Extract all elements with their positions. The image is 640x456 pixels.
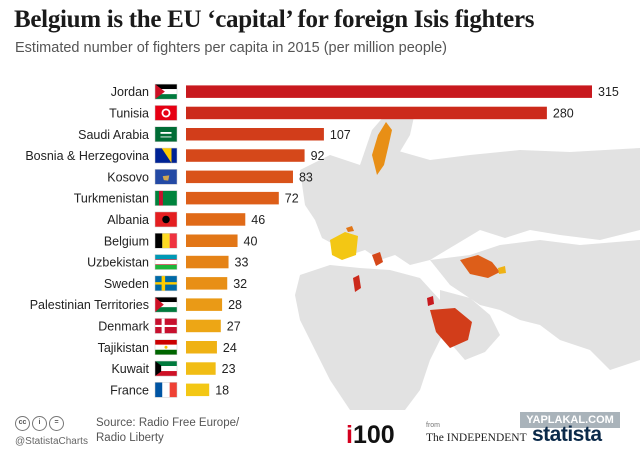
tunisia-flag — [154, 105, 178, 121]
source-line-2: Radio Liberty — [96, 432, 164, 444]
uzbekistan-flag — [154, 254, 178, 270]
value-label-jordan: 315 — [598, 85, 619, 99]
value-label-belgium: 40 — [244, 234, 258, 248]
map-tajikistan — [498, 266, 506, 274]
category-label-saudi-arabia: Saudi Arabia — [78, 128, 149, 142]
cc-icon: cc — [15, 416, 30, 431]
map-saudi-arabia — [430, 308, 472, 348]
bar-france — [186, 383, 210, 397]
value-label-saudi-arabia: 107 — [330, 128, 351, 142]
source-text: Source: Radio Free Europe/ Radio Liberty — [96, 416, 246, 446]
bar-kuwait — [186, 362, 216, 375]
category-label-sweden: Sweden — [104, 277, 149, 291]
map-belgium — [346, 226, 354, 232]
category-label-tajikistan: Tajikistan — [98, 341, 149, 355]
bar-chart: Jordan 315 Tunisia 280 Saudi Arabia 107 Bosnia… — [25, 83, 619, 398]
category-label-albania: Albania — [107, 213, 149, 227]
value-label-sweden: 32 — [233, 277, 247, 291]
watermark: YAPLAKAL.COM — [520, 412, 620, 428]
category-label-belgium: Belgium — [104, 234, 149, 248]
bar-kosovo — [186, 170, 293, 184]
france-flag — [154, 382, 178, 398]
bar-saudi-arabia — [186, 128, 324, 141]
belgium-flag — [154, 233, 178, 249]
i100-logo[interactable]: i100 — [346, 421, 395, 450]
bar-sweden — [186, 277, 228, 290]
bar-albania — [186, 213, 246, 226]
category-label-denmark: Denmark — [98, 319, 149, 333]
value-label-turkmenistan: 72 — [285, 192, 299, 206]
sweden-flag — [154, 275, 178, 292]
turkmenistan-flag — [154, 190, 178, 206]
background-world-map — [295, 108, 640, 410]
value-label-france: 18 — [215, 383, 229, 397]
map-tunisia — [353, 275, 361, 292]
source-line-1: Source: Radio Free Europe/ — [96, 417, 240, 429]
value-label-denmark: 27 — [227, 319, 241, 333]
credit-text: @StatistaCharts — [15, 436, 88, 447]
bar-denmark — [186, 319, 221, 333]
denmark-flag — [154, 318, 178, 334]
map-central-asia — [460, 255, 500, 278]
statista-logo[interactable]: statista — [532, 423, 602, 446]
value-label-kosovo: 83 — [299, 170, 313, 184]
value-label-uzbekistan: 33 — [235, 256, 249, 270]
kosovo-flag — [154, 169, 178, 185]
map-africa — [295, 265, 445, 410]
by-icon: i — [32, 416, 47, 431]
bosnia-flag — [154, 147, 178, 164]
category-label-kosovo: Kosovo — [107, 170, 149, 184]
bar-tunisia — [186, 106, 547, 120]
value-label-albania: 46 — [251, 213, 265, 227]
albania-flag — [154, 211, 178, 228]
category-label-uzbekistan: Uzbekistan — [87, 256, 149, 270]
value-label-palestinian-territories: 28 — [228, 298, 242, 312]
nd-icon: = — [49, 416, 64, 431]
bar-bosnia-herzegovina — [186, 149, 305, 162]
chart-subtitle: Estimated number of fighters per capita … — [15, 40, 448, 56]
chart-title: Belgium is the EU ‘capital’ for foreign … — [14, 6, 535, 33]
value-label-tunisia: 280 — [553, 106, 574, 120]
map-france — [330, 232, 358, 260]
value-label-kuwait: 23 — [222, 362, 236, 376]
map-balkans — [372, 252, 383, 266]
category-label-tunisia: Tunisia — [109, 106, 149, 120]
category-label-bosnia-herzegovina: Bosnia & Herzegovina — [25, 149, 149, 163]
category-label-kuwait: Kuwait — [111, 362, 149, 376]
bar-uzbekistan — [186, 255, 229, 269]
category-label-france: France — [110, 383, 149, 397]
palestine-flag — [154, 296, 178, 313]
independent-logo[interactable]: The INDEPENDENT — [426, 432, 527, 444]
category-label-palestinian-territories: Palestinian Territories — [30, 298, 149, 312]
value-label-tajikistan: 24 — [223, 341, 237, 355]
map-europe — [300, 148, 640, 265]
footer: cc i = @StatistaCharts Source: Radio Fre… — [0, 408, 640, 456]
from-text: from — [426, 422, 440, 429]
bar-jordan — [186, 85, 592, 98]
jordan-flag — [154, 83, 178, 100]
category-label-turkmenistan: Turkmenistan — [74, 192, 149, 206]
i100-logo-rest: 100 — [352, 421, 395, 449]
value-label-bosnia-herzegovina: 92 — [311, 149, 325, 163]
i100-logo-i: i — [346, 421, 353, 449]
tajikistan-flag — [154, 339, 178, 355]
bar-palestinian-territories — [186, 298, 223, 311]
kuwait-flag — [154, 360, 178, 377]
saudi-arabia-flag — [154, 126, 178, 142]
bar-belgium — [186, 234, 238, 247]
bar-turkmenistan — [186, 191, 279, 205]
license-icons: cc i = — [15, 416, 64, 431]
category-label-jordan: Jordan — [111, 85, 149, 99]
map-sweden — [372, 122, 392, 175]
map-jordan — [427, 296, 434, 306]
bar-tajikistan — [186, 341, 217, 354]
